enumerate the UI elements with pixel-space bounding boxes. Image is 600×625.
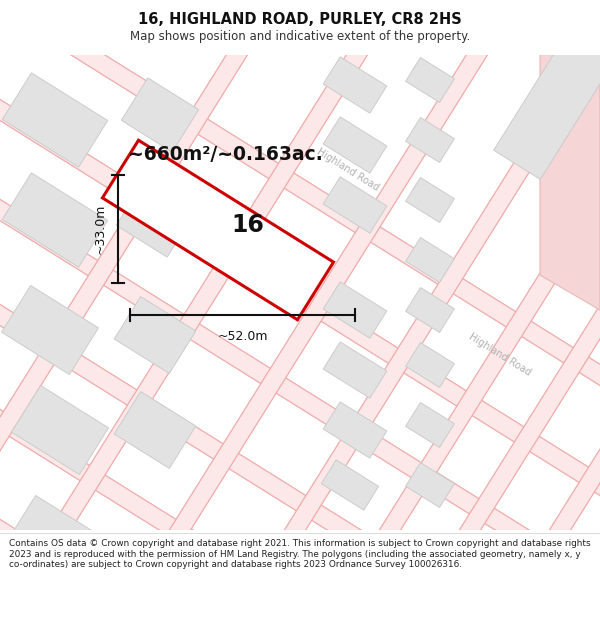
- Text: ~33.0m: ~33.0m: [94, 204, 107, 254]
- Polygon shape: [0, 93, 600, 625]
- Polygon shape: [406, 402, 454, 448]
- Text: ~660m²/~0.163ac.: ~660m²/~0.163ac.: [128, 146, 322, 164]
- Polygon shape: [0, 276, 600, 625]
- Text: Contains OS data © Crown copyright and database right 2021. This information is : Contains OS data © Crown copyright and d…: [9, 539, 590, 569]
- Polygon shape: [323, 402, 387, 458]
- Polygon shape: [406, 118, 454, 162]
- Polygon shape: [323, 342, 387, 398]
- Text: 16: 16: [232, 213, 265, 237]
- Polygon shape: [406, 58, 454, 102]
- Polygon shape: [494, 0, 600, 179]
- Text: 16, HIGHLAND ROAD, PURLEY, CR8 2HS: 16, HIGHLAND ROAD, PURLEY, CR8 2HS: [138, 12, 462, 27]
- Polygon shape: [103, 140, 334, 320]
- Polygon shape: [116, 183, 194, 257]
- Polygon shape: [0, 491, 600, 625]
- Polygon shape: [2, 286, 98, 374]
- Polygon shape: [7, 496, 103, 584]
- Polygon shape: [0, 381, 600, 625]
- Polygon shape: [0, 0, 600, 519]
- Polygon shape: [0, 571, 600, 625]
- Polygon shape: [2, 173, 108, 267]
- Polygon shape: [0, 71, 600, 530]
- Polygon shape: [406, 462, 454, 508]
- Polygon shape: [0, 509, 600, 625]
- Polygon shape: [0, 221, 600, 625]
- Polygon shape: [406, 238, 454, 282]
- Polygon shape: [0, 0, 600, 420]
- Polygon shape: [2, 73, 108, 167]
- Polygon shape: [406, 177, 454, 222]
- Polygon shape: [322, 460, 379, 510]
- Polygon shape: [323, 282, 387, 338]
- Polygon shape: [323, 117, 387, 173]
- Text: Highland Road: Highland Road: [315, 147, 381, 193]
- Polygon shape: [0, 365, 600, 625]
- Polygon shape: [0, 171, 600, 625]
- Polygon shape: [11, 386, 109, 474]
- Text: Highland Road: Highland Road: [467, 332, 533, 378]
- Text: ~52.0m: ~52.0m: [217, 331, 268, 344]
- Polygon shape: [406, 288, 454, 332]
- Polygon shape: [406, 342, 454, 388]
- Polygon shape: [114, 392, 196, 468]
- Polygon shape: [540, 0, 600, 310]
- Polygon shape: [114, 297, 196, 373]
- Polygon shape: [323, 57, 387, 113]
- Text: Map shows position and indicative extent of the property.: Map shows position and indicative extent…: [130, 30, 470, 43]
- Polygon shape: [121, 78, 199, 152]
- Polygon shape: [323, 177, 387, 233]
